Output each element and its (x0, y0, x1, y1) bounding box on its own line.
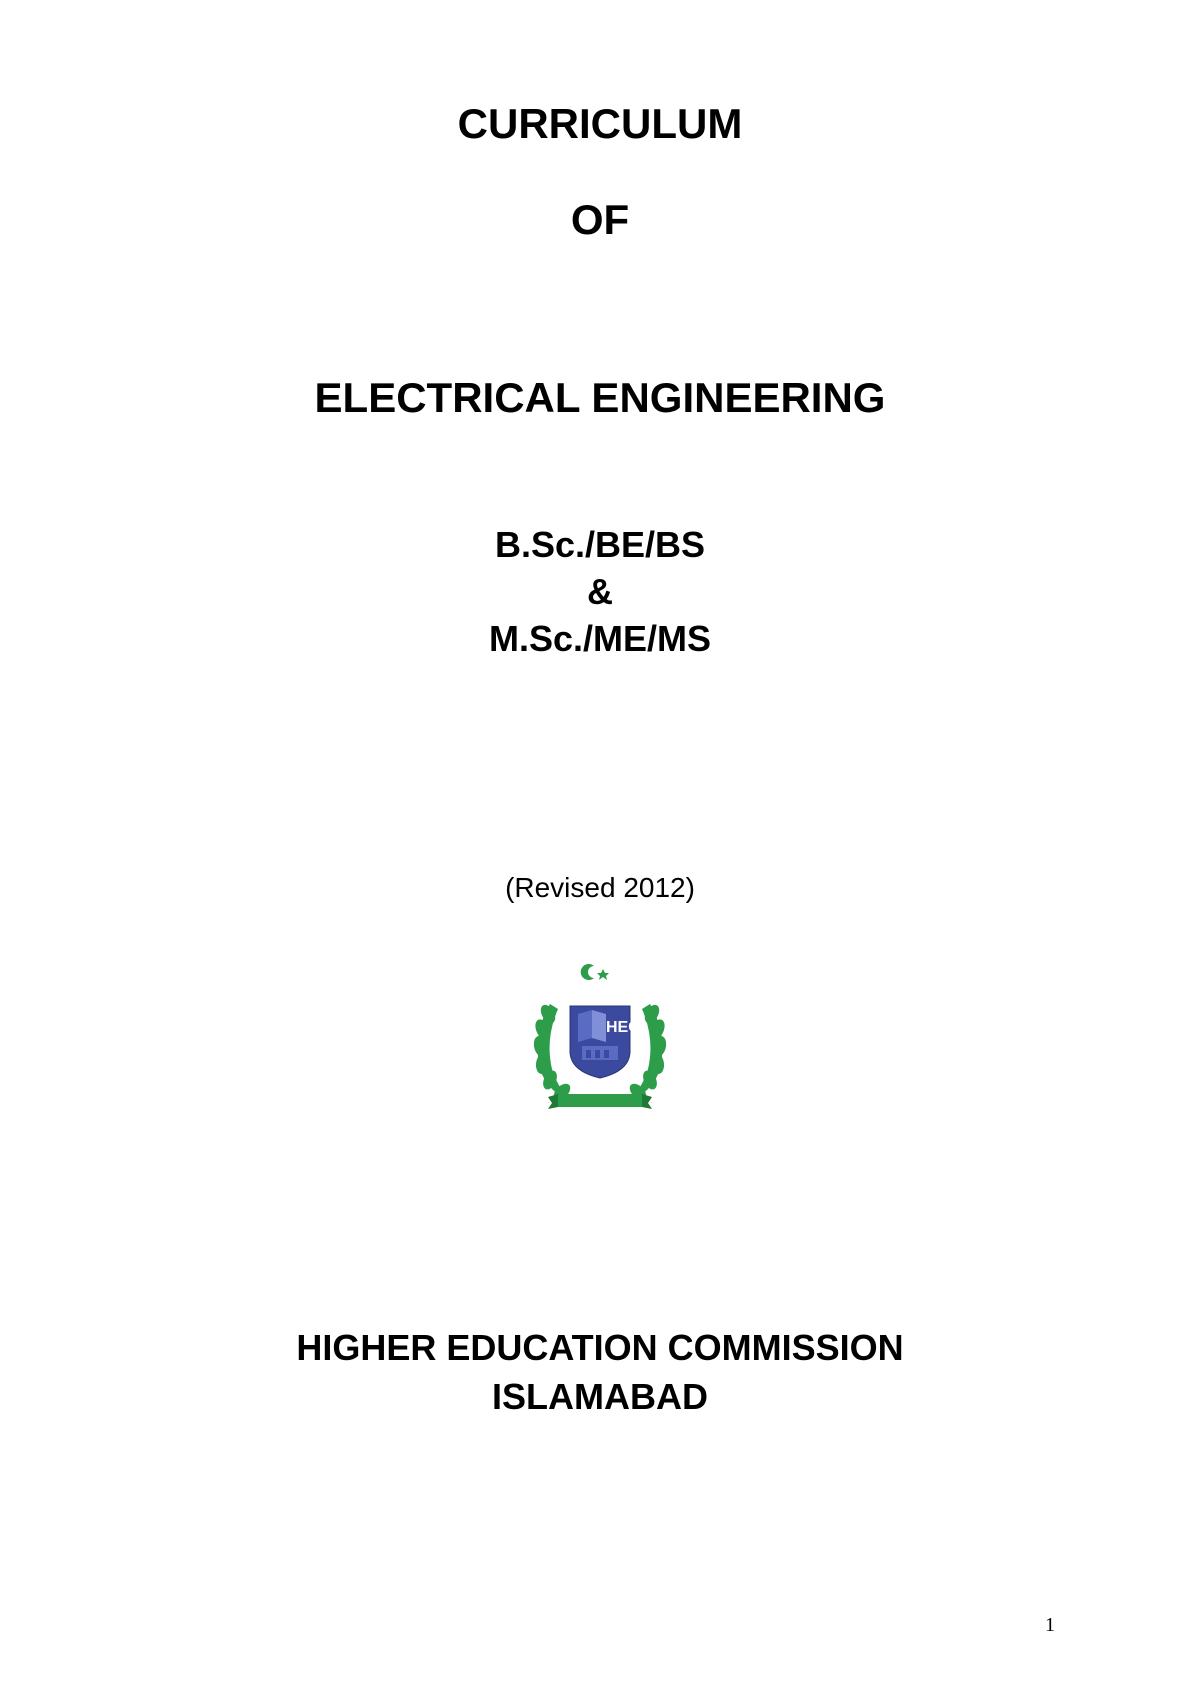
degree-line-3: M.Sc./ME/MS (489, 616, 711, 663)
title-line-2: OF (571, 196, 629, 244)
title-line-1: CURRICULUM (458, 100, 743, 148)
degree-block: B.Sc./BE/BS & M.Sc./ME/MS (489, 522, 711, 662)
document-page: CURRICULUM OF ELECTRICAL ENGINEERING B.S… (0, 0, 1200, 1697)
title-line-3: ELECTRICAL ENGINEERING (315, 374, 886, 422)
footer-line-1: HIGHER EDUCATION COMMISSION (296, 1324, 903, 1373)
footer-line-2: ISLAMABAD (296, 1373, 903, 1422)
degree-line-1: B.Sc./BE/BS (489, 522, 711, 569)
footer-title: HIGHER EDUCATION COMMISSION ISLAMABAD (296, 1324, 903, 1421)
hec-logo-icon: HEC (515, 954, 685, 1124)
page-number: 1 (1045, 1614, 1055, 1637)
revised-text: (Revised 2012) (505, 872, 695, 904)
logo-container: HEC (515, 954, 685, 1124)
svg-text:HEC: HEC (606, 1019, 640, 1036)
degree-line-2: & (489, 569, 711, 616)
